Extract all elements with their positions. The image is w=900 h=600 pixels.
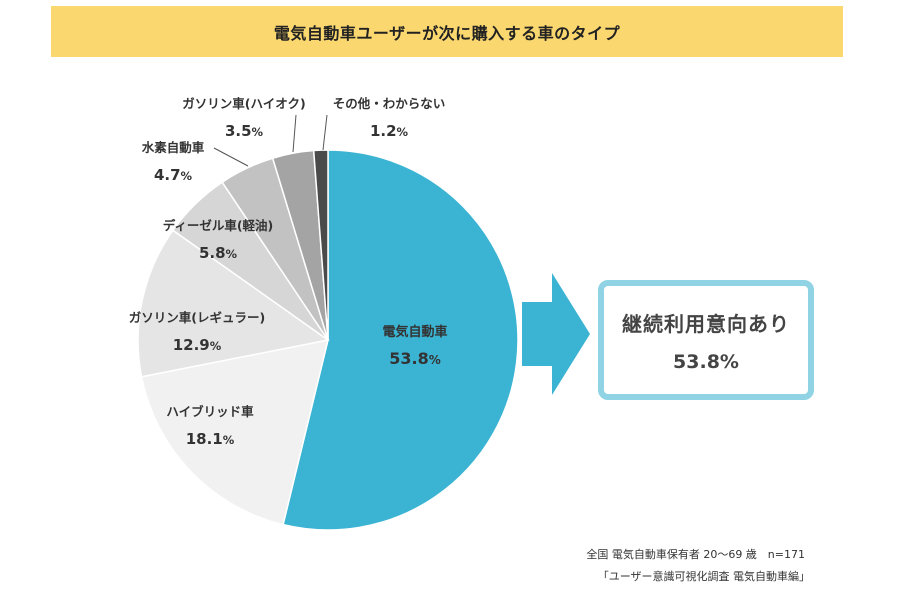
slice-5-label: 水素自動車 bbox=[142, 140, 205, 155]
continuation-intent-callout: 継続利用意向あり 53.8% bbox=[598, 280, 814, 400]
slice-3 bbox=[137, 229, 330, 378]
slice-7 bbox=[312, 149, 329, 341]
slice-7-label: その他・わからない bbox=[333, 96, 446, 111]
slice-7-value: 1.2% bbox=[370, 122, 409, 140]
footnote-survey: 全国 電気自動車保有者 20〜69 歳 n=171 bbox=[586, 548, 805, 561]
callout-arrow bbox=[522, 273, 590, 395]
slice-2 bbox=[140, 339, 330, 526]
slice-labels: 電気自動車 53.8% ハイブリッド車 18.1% ガソリン車(レギュラー) 12.9% デ… bbox=[129, 96, 448, 448]
slice-3-value: 12.9% bbox=[173, 336, 222, 354]
slice-1-label: 電気自動車 bbox=[382, 324, 447, 340]
slice-1-value: 53.8% bbox=[389, 349, 441, 368]
slice-4-value: 5.8% bbox=[199, 244, 238, 262]
slice-4-label: ディーゼル車(軽油) bbox=[163, 218, 274, 233]
slice-3-label: ガソリン車(レギュラー) bbox=[129, 310, 265, 325]
slice-2-label: ハイブリッド車 bbox=[166, 404, 254, 419]
footnote-source: 「ユーザー意識可視化調査 電気自動車編」 bbox=[597, 570, 810, 583]
leader-line-6 bbox=[292, 114, 297, 153]
slice-6-value: 3.5% bbox=[225, 122, 264, 140]
leader-lines bbox=[213, 114, 328, 167]
title-banner: 電気自動車ユーザーが次に購入する車のタイプ bbox=[51, 6, 843, 57]
callout-value: 53.8% bbox=[673, 350, 739, 373]
chart-title: 電気自動車ユーザーが次に購入する車のタイプ bbox=[273, 23, 621, 43]
slice-5-value: 4.7% bbox=[154, 166, 193, 184]
pie-slices bbox=[137, 149, 519, 531]
slice-6-label: ガソリン車(ハイオク) bbox=[182, 96, 305, 111]
callout-label: 継続利用意向あり bbox=[622, 311, 790, 336]
slice-2-value: 18.1% bbox=[186, 430, 235, 448]
leader-line-7 bbox=[322, 114, 328, 151]
leader-line-5 bbox=[213, 147, 249, 167]
slice-1 bbox=[282, 149, 519, 531]
